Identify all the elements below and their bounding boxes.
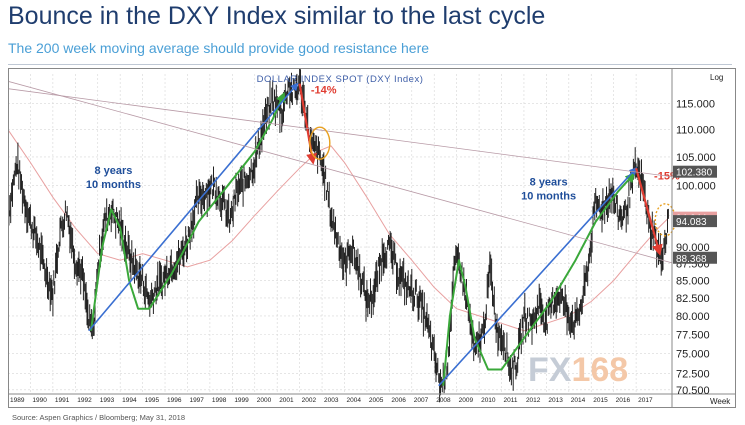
x-tick-label: 2000	[257, 397, 272, 404]
red-drop-arrow	[635, 167, 663, 256]
x-tick-label: 1994	[122, 397, 137, 404]
x-tick-label: 1998	[212, 397, 227, 404]
duration-annotation: 8 years	[94, 165, 132, 177]
percent-drop-label: -14%	[311, 85, 337, 97]
x-tick-label: 2005	[369, 397, 384, 404]
x-tick-label: 1992	[77, 397, 92, 404]
y-tick-label: 115.000	[676, 99, 715, 111]
y-tick-label: 70.500	[676, 385, 710, 397]
x-tick-label: 1990	[32, 397, 47, 404]
annotation-layer: FX168 8 years 10 months 8 years 10 months -14…	[8, 80, 680, 389]
x-tick-label: 1997	[189, 397, 204, 404]
x-tick-label: 2006	[391, 397, 406, 404]
x-tick-label: 2011	[504, 397, 518, 404]
y-tick-label: 100.000	[676, 180, 716, 192]
x-tick-label: 2002	[302, 397, 317, 404]
x-tick-label: 1993	[100, 397, 115, 404]
x-tick-label: 2009	[459, 397, 474, 404]
price-label-text: 88.368	[676, 254, 707, 265]
chart-border	[8, 68, 736, 408]
x-tick-label: 2003	[324, 397, 339, 404]
blue-trend-line	[438, 166, 638, 387]
x-tick-label: 1999	[234, 397, 249, 404]
blue-trend-line	[88, 82, 299, 332]
chart-title: DOLLAR INDEX SPOT (DXY Index)	[257, 74, 424, 85]
y-tick-label: 82.500	[676, 293, 710, 305]
channel-line	[8, 80, 673, 264]
x-tick-label: 2004	[346, 397, 361, 404]
green-wave-line	[90, 91, 286, 331]
ma200-line	[8, 129, 669, 332]
x-tick-label: 2015	[593, 397, 608, 404]
ma200-layer	[8, 129, 669, 332]
dxy-chart-svg: FX168 8 years 10 months 8 years 10 months -14…	[8, 68, 736, 408]
x-period-label: Week	[710, 397, 731, 406]
y-scale-label: Log	[710, 73, 723, 82]
x-tick-label: 2016	[616, 397, 631, 404]
green-wave-line	[442, 172, 636, 386]
x-tick-label: 2012	[526, 397, 541, 404]
highlight-circle	[309, 126, 331, 160]
axes-layer: 70.500 72.500 75.000 77.500 80.000 82.500 85.0…	[8, 68, 736, 408]
y-tick-label: 77.500	[676, 329, 710, 341]
price-label-text: 102.380	[676, 168, 713, 179]
x-tick-label: 2017	[638, 397, 653, 404]
duration-annotation: 8 years	[530, 176, 568, 188]
duration-annotation: 10 months	[86, 179, 141, 191]
x-tick-label: 2014	[571, 397, 586, 404]
y-tick-label: 110.000	[676, 125, 715, 137]
x-tick-label: 2010	[481, 397, 496, 404]
price-label-box	[673, 165, 717, 178]
x-tick-label: 2001	[279, 397, 294, 404]
x-tick-label: 2008	[436, 397, 451, 404]
y-tick-label: 85.000	[676, 275, 710, 287]
price-label-box	[673, 251, 717, 264]
x-tick-label: 2013	[548, 397, 563, 404]
x-tick-label: 1996	[167, 397, 182, 404]
title-divider	[8, 64, 732, 65]
y-tick-label: 90.000	[676, 242, 710, 254]
y-tick-label: 105.000	[676, 152, 716, 164]
fx168-watermark: FX168	[528, 351, 628, 389]
x-tick-label: 1989	[10, 397, 25, 404]
y-tick-label: 80.000	[676, 311, 710, 323]
grid-layer	[8, 74, 672, 394]
price-label-text: 94.083	[676, 217, 707, 228]
x-tick-label: 2007	[414, 397, 429, 404]
x-tick-label: 1995	[145, 397, 160, 404]
channel-line	[8, 88, 673, 178]
page-subtitle: The 200 week moving average should provi…	[8, 40, 430, 56]
price-label-box	[673, 215, 717, 228]
x-tick-label: 1991	[55, 397, 70, 404]
page-title: Bounce in the DXY Index similar to the l…	[8, 2, 546, 30]
y-tick-label: 72.500	[676, 368, 710, 380]
duration-annotation: 10 months	[521, 190, 576, 202]
dxy-chart: FX168 8 years 10 months 8 years 10 months -14…	[8, 68, 736, 408]
y-tick-label: 75.000	[676, 349, 710, 361]
source-note: Source: Aspen Graphics / Bloomberg; May …	[12, 413, 186, 422]
